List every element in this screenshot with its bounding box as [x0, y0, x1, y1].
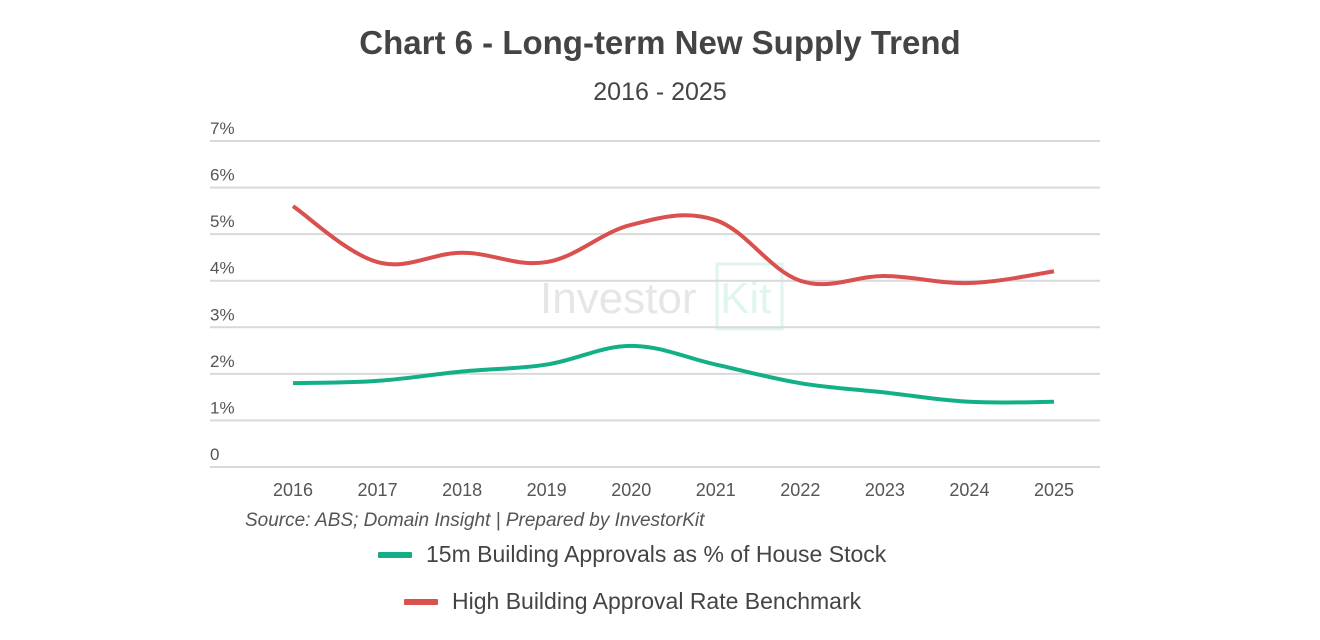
data-point	[291, 204, 295, 208]
x-tick-label: 2016	[273, 480, 313, 500]
x-tick-label: 2018	[442, 480, 482, 500]
x-tick-label: 2017	[358, 480, 398, 500]
data-point	[460, 370, 464, 374]
data-point	[714, 218, 718, 222]
y-tick-label: 3%	[210, 305, 235, 324]
data-point	[545, 363, 549, 367]
data-point	[376, 260, 380, 264]
y-tick-label: 6%	[210, 166, 235, 185]
x-tick-label: 2019	[527, 480, 567, 500]
data-point	[883, 390, 887, 394]
y-tick-label: 4%	[210, 259, 235, 278]
data-point	[629, 223, 633, 227]
series-line-0	[292, 343, 1055, 405]
legend-item-approvals[interactable]: 15m Building Approvals as % of House Sto…	[378, 541, 886, 568]
y-tick-label: 7%	[210, 119, 235, 138]
chart-subtitle: 2016 - 2025	[593, 78, 727, 106]
y-tick-label: 0	[210, 445, 219, 464]
legend-swatch-green	[378, 551, 412, 558]
legend-swatch-red	[404, 598, 438, 605]
data-point	[1052, 269, 1056, 273]
series-line-1	[291, 204, 1055, 287]
data-point	[798, 381, 802, 385]
y-tick-label: 5%	[210, 212, 235, 231]
y-tick-label: 1%	[210, 398, 235, 417]
data-point	[376, 379, 380, 383]
x-tick-label: 2023	[865, 480, 905, 500]
x-tick-label: 2020	[611, 480, 651, 500]
data-point	[883, 274, 887, 278]
data-point	[629, 344, 633, 348]
data-point	[545, 260, 549, 264]
x-tick-label: 2025	[1034, 480, 1074, 500]
x-tick-label: 2024	[949, 480, 989, 500]
data-point	[714, 363, 718, 367]
data-point	[291, 381, 295, 385]
y-tick-label: 2%	[210, 352, 235, 371]
svg-text:Kit: Kit	[720, 274, 771, 323]
source-note: Source: ABS; Domain Insight | Prepared b…	[245, 510, 705, 531]
legend-label: 15m Building Approvals as % of House Sto…	[426, 541, 887, 567]
investorkit-watermark-logo: Investor Kit	[540, 262, 784, 331]
svg-text:Investor: Investor	[540, 274, 697, 323]
legend-item-benchmark[interactable]: High Building Approval Rate Benchmark	[404, 588, 861, 615]
x-tick-label: 2021	[696, 480, 736, 500]
chart-title: Chart 6 - Long-term New Supply Trend	[359, 24, 961, 61]
data-point	[967, 281, 971, 285]
data-point	[798, 279, 802, 283]
data-point	[460, 251, 464, 255]
data-point	[967, 400, 971, 404]
x-tick-label: 2022	[780, 480, 820, 500]
data-point	[1052, 400, 1056, 404]
legend-label: High Building Approval Rate Benchmark	[452, 588, 862, 614]
